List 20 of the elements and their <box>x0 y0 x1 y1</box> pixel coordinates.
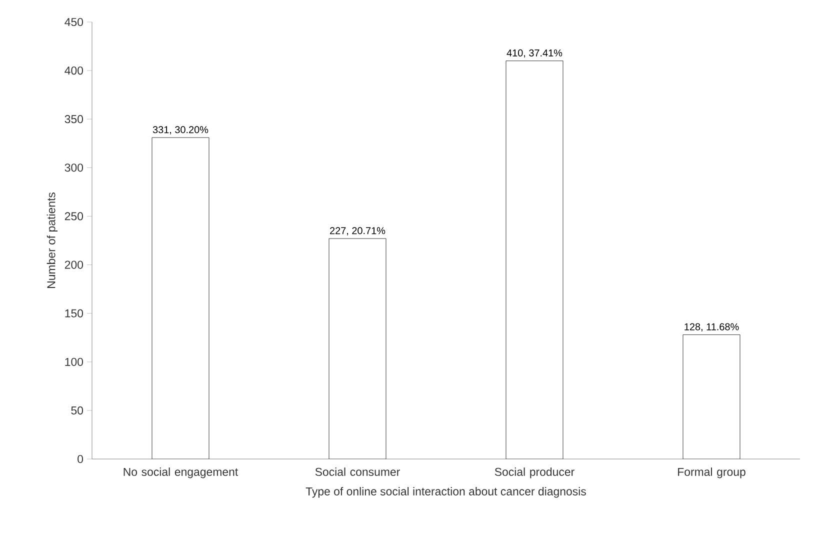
x-tick-label: Social consumer <box>315 468 400 476</box>
y-tick-label: 400 <box>64 66 84 75</box>
data-label: 410, 37.41% <box>506 49 562 58</box>
x-tick-label: Social producer <box>494 468 574 478</box>
x-axis-title: Type of online social interaction about cancer diagnosis <box>306 487 586 498</box>
data-label: 331, 30.20% <box>152 126 208 134</box>
x-tick-label: Formal group <box>678 468 746 478</box>
data-label: 128, 11.68% <box>684 323 739 332</box>
y-tick-label: 350 <box>64 115 84 124</box>
y-tick-label: 300 <box>64 164 84 172</box>
x-tick-label: No social engagement <box>124 468 238 478</box>
data-label: 227, 20.71% <box>330 227 386 236</box>
y-tick-label: 50 <box>71 406 84 414</box>
y-axis-title: Number of patients <box>46 192 58 288</box>
y-tick-label: 450 <box>64 18 84 26</box>
y-tick-label: 0 <box>78 454 84 464</box>
y-tick-label: 150 <box>65 309 84 318</box>
y-tick-label: 200 <box>64 260 84 269</box>
y-tick-label: 250 <box>64 212 84 220</box>
y-tick-label: 100 <box>65 358 84 366</box>
